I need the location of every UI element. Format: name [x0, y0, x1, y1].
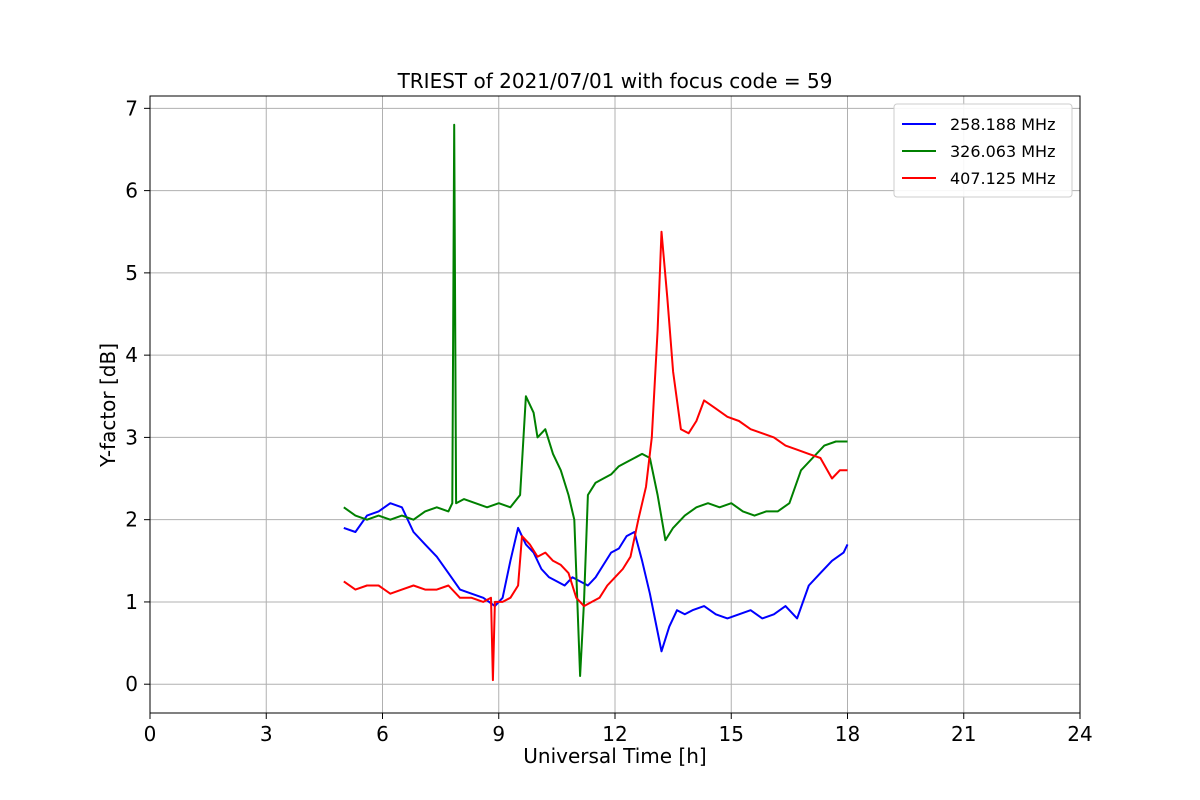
legend-entry: 258.188 MHz [950, 115, 1055, 134]
x-tick-label: 15 [719, 722, 744, 746]
x-axis-label: Universal Time [h] [523, 744, 706, 768]
y-tick-label: 6 [125, 179, 138, 203]
chart-title: TRIEST of 2021/07/01 with focus code = 5… [397, 69, 833, 93]
y-tick-label: 7 [125, 96, 138, 120]
series-line-2 [343, 123, 848, 677]
x-tick-label: 12 [602, 722, 627, 746]
series-layer [343, 123, 849, 682]
x-tick-label: 0 [144, 722, 157, 746]
legend-entry: 326.063 MHz [950, 142, 1055, 161]
x-tick-label: 18 [835, 722, 860, 746]
y-axis-label: Y-factor [dB] [96, 343, 120, 468]
series-line-1 [343, 502, 849, 653]
y-tick-label: 2 [125, 508, 138, 532]
x-tick-label: 21 [951, 722, 976, 746]
x-tick-label: 24 [1067, 722, 1092, 746]
y-tick-label: 3 [125, 425, 138, 449]
x-tick-label: 3 [260, 722, 273, 746]
x-tick-label: 6 [376, 722, 389, 746]
legend-box [893, 103, 1073, 198]
y-tick-label: 4 [125, 343, 138, 367]
x-tick-label: 9 [492, 722, 505, 746]
series-line-3 [343, 230, 848, 682]
y-tick-label: 1 [125, 590, 138, 614]
y-tick-label: 5 [125, 261, 138, 285]
legend-entry: 407.125 MHz [950, 169, 1055, 188]
y-tick-label: 0 [125, 672, 138, 696]
legend: 258.188 MHz 326.063 MHz 407.125 MHz [893, 103, 1073, 198]
